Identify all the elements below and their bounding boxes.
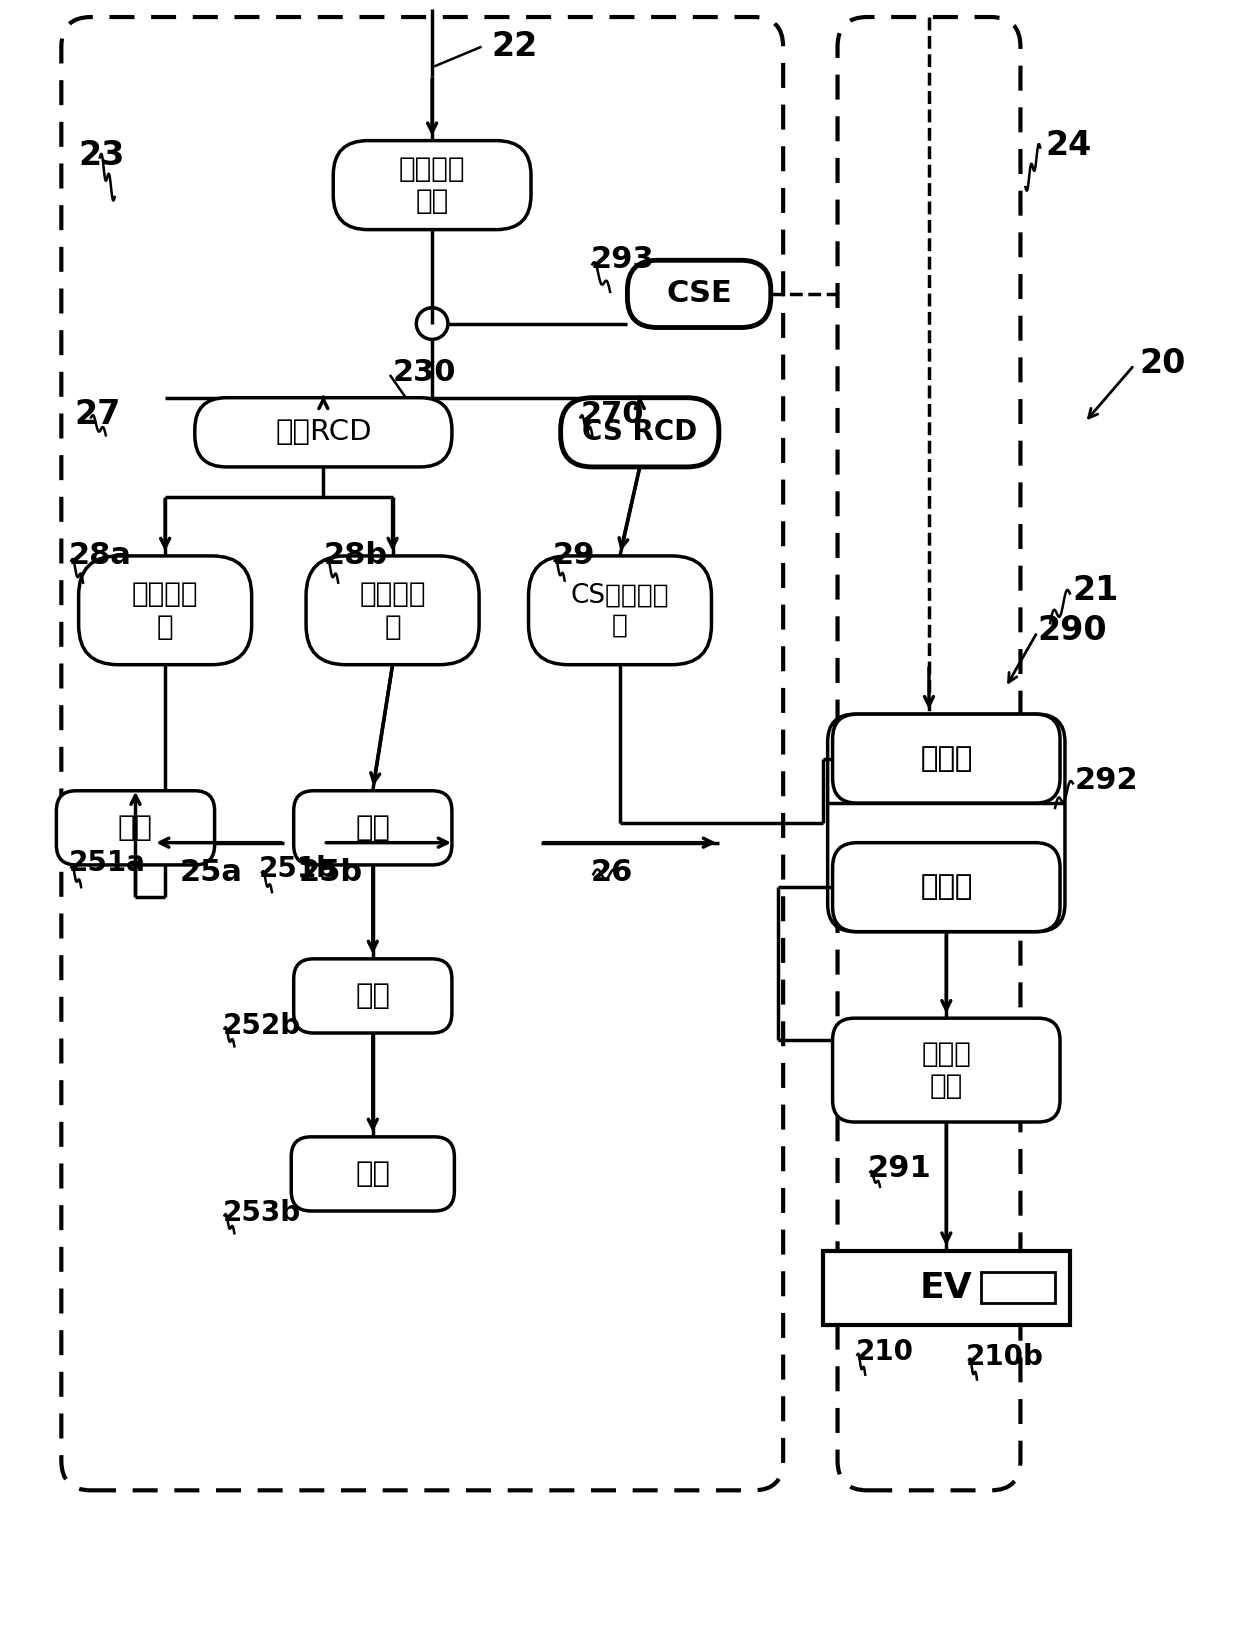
Text: EV: EV (920, 1270, 972, 1304)
Text: 充电点: 充电点 (920, 873, 972, 902)
Bar (822, 1250, 1070, 1325)
FancyBboxPatch shape (528, 555, 712, 664)
Text: 27: 27 (74, 397, 120, 431)
Text: 电器: 电器 (356, 814, 391, 842)
Text: 210b: 210b (966, 1343, 1044, 1371)
Text: 电路断路
器: 电路断路 器 (131, 580, 198, 640)
FancyBboxPatch shape (78, 555, 252, 664)
Text: 25b: 25b (299, 858, 363, 887)
Text: 23: 23 (78, 138, 124, 173)
FancyBboxPatch shape (560, 397, 719, 467)
Text: 电器: 电器 (356, 1159, 391, 1188)
Text: 21: 21 (1073, 575, 1120, 607)
FancyBboxPatch shape (827, 715, 1065, 931)
Text: 22: 22 (491, 31, 538, 63)
FancyBboxPatch shape (56, 791, 215, 864)
Text: 主电路断
路器: 主电路断 路器 (399, 155, 465, 215)
FancyBboxPatch shape (306, 555, 479, 664)
Text: 充电点: 充电点 (920, 873, 972, 902)
FancyBboxPatch shape (627, 260, 771, 327)
Text: 电器: 电器 (356, 982, 391, 1009)
Text: 293: 293 (590, 244, 653, 274)
Text: 28b: 28b (324, 542, 387, 570)
Text: 251a: 251a (68, 850, 145, 877)
Text: 26: 26 (590, 858, 632, 887)
Text: 290: 290 (1038, 614, 1107, 646)
Text: CS RCD: CS RCD (582, 418, 697, 446)
Text: 电路断路
器: 电路断路 器 (360, 580, 425, 640)
Text: 29: 29 (553, 542, 595, 570)
FancyBboxPatch shape (195, 397, 451, 467)
Text: CSE: CSE (666, 280, 732, 308)
FancyBboxPatch shape (334, 140, 531, 230)
Text: 20: 20 (1140, 347, 1185, 379)
FancyBboxPatch shape (294, 791, 451, 864)
Text: 控制器: 控制器 (920, 744, 972, 773)
Text: 230: 230 (393, 358, 456, 387)
Text: 291: 291 (867, 1154, 931, 1184)
Text: 252b: 252b (222, 1011, 300, 1040)
Text: 270: 270 (580, 400, 644, 430)
Text: 251b: 251b (259, 855, 337, 884)
Text: 25a: 25a (180, 858, 243, 887)
FancyBboxPatch shape (294, 959, 451, 1034)
Text: 电流调
节器: 电流调 节器 (921, 1040, 971, 1101)
FancyBboxPatch shape (981, 1271, 1055, 1304)
Text: 24: 24 (1045, 129, 1091, 163)
Text: 电器: 电器 (118, 814, 153, 842)
Text: 253b: 253b (222, 1200, 300, 1228)
Text: CS电路断路
器: CS电路断路 器 (570, 583, 670, 638)
Text: 控制器: 控制器 (920, 744, 972, 773)
Text: 292: 292 (1075, 765, 1138, 794)
Text: 210: 210 (856, 1338, 914, 1366)
FancyBboxPatch shape (291, 1136, 454, 1211)
FancyBboxPatch shape (832, 1018, 1060, 1122)
Text: 家用RCD: 家用RCD (275, 418, 372, 446)
FancyBboxPatch shape (832, 715, 1060, 803)
FancyBboxPatch shape (832, 843, 1060, 931)
Text: 28a: 28a (68, 542, 131, 570)
